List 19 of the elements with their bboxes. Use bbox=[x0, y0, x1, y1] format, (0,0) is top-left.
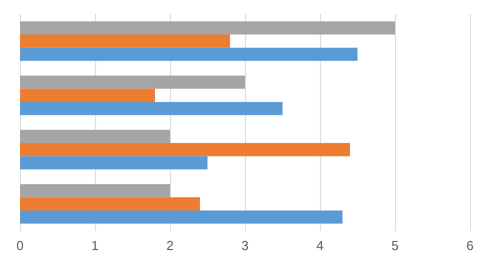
bar bbox=[20, 143, 350, 156]
x-tick-label: 6 bbox=[466, 238, 474, 253]
bar bbox=[20, 76, 245, 89]
bar bbox=[20, 21, 395, 35]
bar bbox=[20, 197, 200, 210]
x-tick-label: 4 bbox=[316, 238, 324, 253]
bar bbox=[20, 130, 170, 144]
x-tick-label: 5 bbox=[391, 238, 399, 253]
bar bbox=[20, 184, 170, 198]
bar bbox=[20, 88, 155, 102]
x-tick-label: 1 bbox=[91, 238, 99, 253]
bar bbox=[20, 156, 208, 170]
bar bbox=[20, 210, 342, 224]
x-tick-label: 3 bbox=[241, 238, 249, 253]
x-tick-label: 0 bbox=[16, 238, 24, 253]
bar bbox=[20, 102, 282, 116]
bar bbox=[20, 34, 230, 48]
bar bbox=[20, 48, 358, 61]
x-tick-label: 2 bbox=[166, 238, 174, 253]
